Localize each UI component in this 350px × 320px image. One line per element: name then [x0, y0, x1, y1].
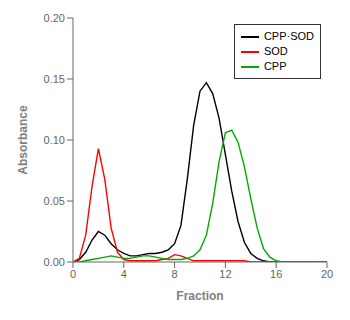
svg-text:16: 16 — [270, 268, 282, 280]
svg-text:0: 0 — [70, 268, 76, 280]
html-text:CPP·SOD: CPP·SOD — [263, 30, 314, 42]
svg-text:8: 8 — [172, 268, 178, 280]
svg-text:Absorbance: Absorbance — [16, 105, 30, 175]
html-text:CPP: CPP — [263, 60, 287, 72]
svg-text:20: 20 — [321, 268, 333, 280]
svg-text:0.10: 0.10 — [44, 134, 65, 146]
html-text:SOD: SOD — [263, 45, 288, 57]
svg-text:0.05: 0.05 — [44, 195, 65, 207]
svg-text:Fraction: Fraction — [176, 289, 223, 303]
svg-text:12: 12 — [219, 268, 231, 280]
svg-text:4: 4 — [121, 268, 127, 280]
svg-text:0.20: 0.20 — [44, 12, 65, 24]
svg-text:0.15: 0.15 — [44, 73, 65, 85]
svg-text:0.00: 0.00 — [44, 256, 65, 268]
